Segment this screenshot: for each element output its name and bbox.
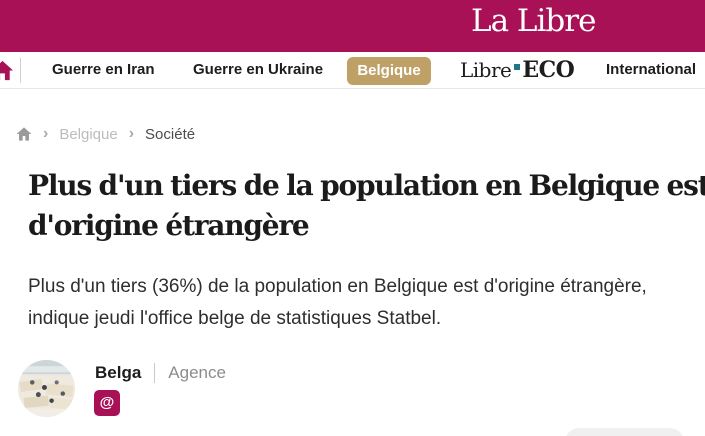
masthead: La Libre xyxy=(0,0,705,52)
la-libre-logo[interactable]: La Libre xyxy=(471,3,596,39)
nav-item-guerre-en-iran[interactable]: Guerre en Iran xyxy=(52,61,155,78)
breadcrumb-home-icon[interactable] xyxy=(16,126,32,142)
article-lede: Plus d'un tiers (36%) de la population e… xyxy=(28,276,647,329)
at-icon: @ xyxy=(99,394,115,411)
nav-item-libre-eco[interactable]: Libre ECO xyxy=(460,52,575,88)
nav-item-international[interactable]: International xyxy=(606,61,697,78)
author-separator xyxy=(154,363,156,383)
author-email-button[interactable]: @ xyxy=(94,390,120,416)
nav-divider xyxy=(20,58,21,83)
eco-dot-icon xyxy=(514,64,521,70)
libre-eco-logo-word2: ECO xyxy=(522,57,575,83)
breadcrumb: › Belgique › Société xyxy=(16,125,195,143)
author-name[interactable]: Belga xyxy=(95,363,142,382)
share-button-partial[interactable] xyxy=(565,428,684,436)
chevron-right-icon: › xyxy=(128,125,135,142)
libre-eco-logo-word1: Libre xyxy=(460,58,512,82)
author-avatar[interactable] xyxy=(18,360,75,417)
author-line: Belga Agence xyxy=(95,361,226,385)
article-title-line2: d'origine étrangère xyxy=(28,209,310,242)
home-icon[interactable] xyxy=(0,59,14,82)
author-role: Agence xyxy=(168,363,226,382)
main-nav: Guerre en Iran Guerre en Ukraine Belgiqu… xyxy=(0,52,705,89)
article-title-line1: Plus d'un tiers de la population en Belg… xyxy=(28,169,705,202)
newsroom-photo xyxy=(18,360,75,417)
article-title: Plus d'un tiers de la population en Belg… xyxy=(28,166,705,246)
nav-item-belgique[interactable]: Belgique xyxy=(347,57,431,85)
breadcrumb-item-belgique[interactable]: Belgique xyxy=(59,125,118,143)
chevron-right-icon: › xyxy=(43,125,49,142)
nav-item-guerre-en-ukraine[interactable]: Guerre en Ukraine xyxy=(193,61,324,78)
breadcrumb-item-societe[interactable]: Société xyxy=(145,125,196,143)
